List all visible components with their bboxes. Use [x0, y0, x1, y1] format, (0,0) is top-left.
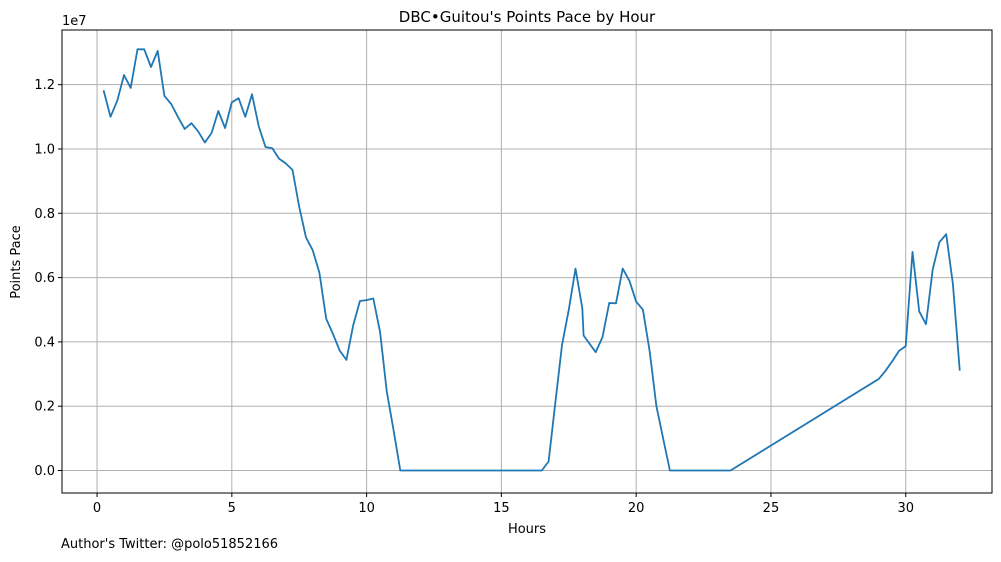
author-twitter-footnote: Author's Twitter: @polo51852166: [61, 537, 279, 552]
y-axis-offset-label: 1e7: [62, 14, 87, 29]
x-axis-ticks: 0 5 10 15 20 25 30: [93, 493, 914, 516]
y-axis-title: Points Pace: [9, 225, 24, 299]
y-axis-ticks: 0.0 0.2 0.4 0.6 0.8 1.0 1.2: [34, 78, 62, 479]
x-tick-label: 30: [897, 501, 914, 516]
x-tick-label: 0: [93, 501, 101, 516]
x-axis-title: Hours: [508, 522, 546, 537]
x-tick-label: 10: [358, 501, 375, 516]
series-line-layer: [102, 48, 961, 472]
y-tick-label: 0.4: [34, 335, 55, 350]
plot-frame: [61, 29, 993, 494]
x-tick-label: 15: [493, 501, 510, 516]
y-tick-label: 0.8: [34, 207, 55, 222]
y-tick-label: 1.2: [34, 78, 55, 93]
grid-lines: [62, 30, 992, 493]
chart-title: DBC•Guitou's Points Pace by Hour: [399, 8, 656, 26]
x-tick-label: 5: [228, 501, 236, 516]
x-tick-label: 25: [763, 501, 780, 516]
x-tick-label: 20: [628, 501, 645, 516]
points-pace-series-line: [102, 48, 961, 472]
y-tick-label: 1.0: [34, 142, 55, 157]
y-tick-label: 0.0: [34, 464, 55, 479]
y-tick-label: 0.2: [34, 400, 55, 415]
y-tick-label: 0.6: [34, 271, 55, 286]
